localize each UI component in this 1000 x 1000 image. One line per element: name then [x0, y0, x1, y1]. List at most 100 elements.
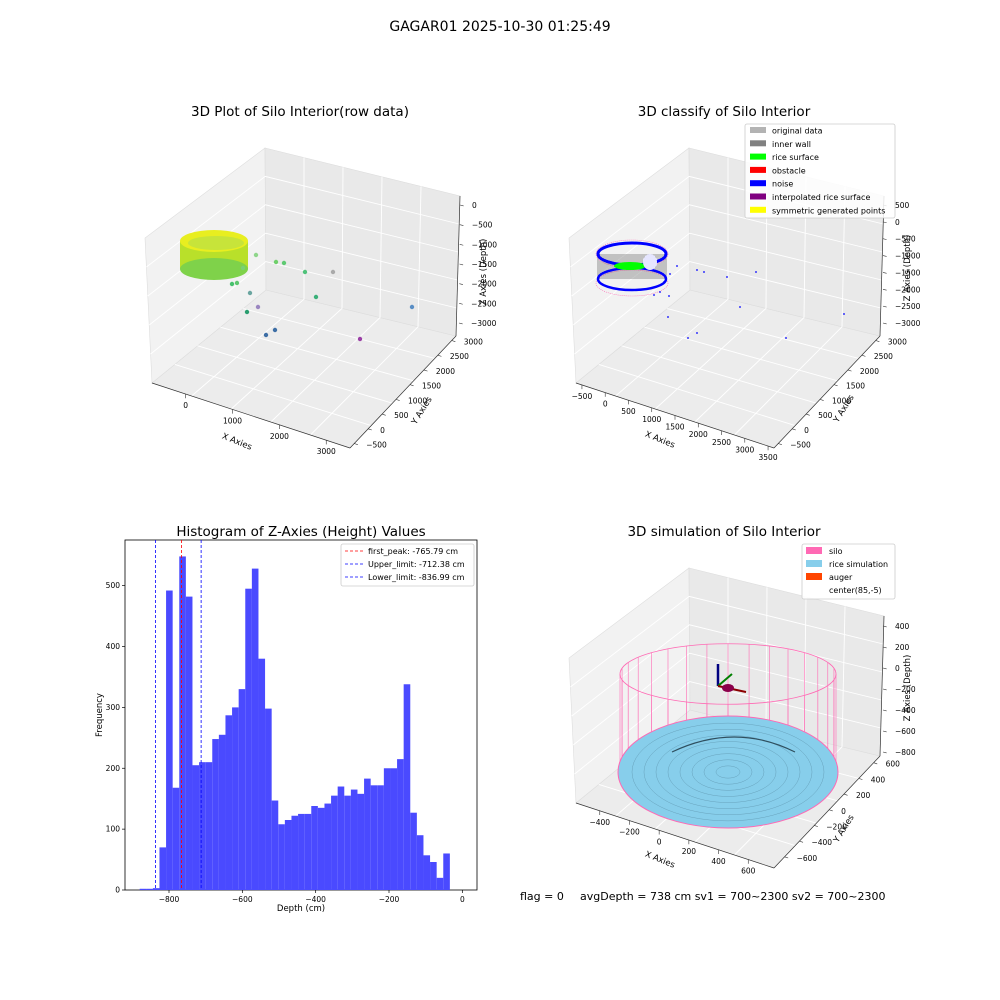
z-tick-label: 500 [895, 201, 910, 210]
histogram-bar [185, 596, 193, 890]
noise-point [739, 306, 741, 308]
rice-mesh-ring [643, 729, 813, 815]
noise-point [669, 273, 671, 275]
raw-point-cloud [180, 230, 415, 342]
raw-point [255, 304, 261, 310]
raw-point [313, 294, 319, 300]
rice-mesh-ring [691, 753, 765, 791]
x-tick-label: 1000 [223, 416, 242, 425]
legend-label: rice surface [772, 153, 819, 162]
legend-label: symmetric generated points [772, 206, 885, 215]
histogram-reference-lines [155, 540, 202, 890]
histogram-bar [403, 684, 411, 890]
classify-z-ticks: 500 0 −500 −1000 −1500 −2000 −2500 −3000 [882, 201, 921, 328]
z-tick-label: −200 [895, 685, 916, 694]
histogram-bar [337, 786, 345, 890]
raw-point [253, 252, 259, 258]
rice-mesh-ring [667, 741, 789, 803]
y-tick-label: 200 [106, 764, 121, 773]
histogram-bar [284, 820, 292, 890]
y-tick-label: 100 [106, 825, 121, 834]
histogram-bars [139, 556, 450, 890]
z-tick-label: −3000 [471, 319, 497, 328]
histogram-x-ticks: −800 −600 −400 −200 0 [159, 890, 465, 904]
histogram-bar [192, 765, 200, 890]
histogram-y-axis-label: Frequency [95, 693, 105, 737]
y-tick-label: 1500 [846, 382, 865, 391]
x-tick-label: −200 [619, 828, 640, 837]
classify-legend: original data inner wall rice surface obsta… [744, 123, 896, 219]
noise-point [726, 276, 728, 278]
legend-label: Lower_limit: -836.99 cm [368, 573, 465, 582]
legend-label: obstacle [772, 166, 806, 175]
legend-swatch [750, 180, 766, 187]
raw-x-ticks: 0 1000 2000 3000 [183, 394, 336, 456]
classify-panel: 3D classify of Silo Interior −500 0 500 100… [568, 104, 921, 462]
histogram-bar [357, 793, 365, 890]
z-tick-label: −400 [895, 706, 916, 715]
footer-metrics: avgDepth = 738 cm sv1 = 700~2300 sv2 = 7… [580, 890, 886, 903]
x-tick-label: 1000 [642, 415, 661, 424]
y-tick-label: 3000 [464, 337, 483, 346]
y-tick-label: 200 [856, 791, 871, 800]
histogram-x-axis-label: Depth (cm) [277, 904, 325, 914]
rice-mesh-ring [715, 765, 741, 779]
histogram-legend: first_peak: -765.79 cm Upper_limit: -712.… [340, 543, 475, 587]
legend-label: original data [772, 127, 823, 136]
y-tick-label: −200 [826, 822, 847, 831]
y-tick-label: 0 [115, 886, 120, 895]
noise-point [755, 271, 757, 273]
z-tick-label: −600 [895, 727, 916, 736]
noise-point [785, 337, 787, 339]
y-tick-label: 0 [380, 426, 385, 435]
simulation-z-ticks: 400 200 0 −200 −400 −600 −800 [882, 622, 916, 757]
histogram-bar [225, 715, 233, 890]
histogram-bar [159, 847, 167, 890]
legend-label: silo [829, 547, 843, 556]
raw-y-ticks: −500 0 500 1000 1500 2000 2500 3000 [354, 337, 483, 450]
silo-bottom-points [180, 258, 248, 280]
raw-panel-title: 3D Plot of Silo Interior(row data) [191, 104, 409, 120]
histogram-bar [390, 768, 398, 890]
simulation-z-axis-label: Z Axies (Depth) [903, 655, 913, 722]
raw-point [229, 281, 235, 287]
histogram-title: Histogram of Z-Axies (Height) Values [176, 524, 425, 540]
histogram-bar [304, 813, 312, 890]
y-tick-label: 1500 [422, 382, 441, 391]
auger [722, 684, 734, 692]
legend-label: first_peak: -765.79 cm [368, 547, 458, 556]
z-tick-label: −2000 [895, 285, 921, 294]
legend-swatch [750, 193, 766, 200]
histogram-bar [232, 707, 239, 890]
z-tick-label: 0 [895, 218, 900, 227]
obstacle-region [643, 254, 657, 270]
y-tick-label: 2500 [450, 352, 469, 361]
y-tick-label: 0 [804, 426, 809, 435]
y-tick-label: 500 [818, 411, 833, 420]
x-tick-label: 3000 [317, 447, 336, 456]
legend-label: Upper_limit: -712.38 cm [368, 560, 465, 569]
rice-ridge [671, 736, 796, 753]
legend-label: inner wall [772, 140, 811, 149]
legend-swatch [806, 573, 822, 580]
histogram-bar [436, 877, 444, 890]
raw-data-panel: 3D Plot of Silo Interior(row data) 0 1000… [144, 104, 497, 456]
legend-swatch [750, 140, 766, 147]
figure-suptitle: GAGAR01 2025-10-30 01:25:49 [389, 19, 610, 35]
histogram-bar [416, 835, 424, 890]
raw-point [302, 269, 308, 275]
x-tick-label: 0 [603, 400, 608, 409]
histogram-bar [179, 556, 186, 890]
y-tick-label: 500 [106, 581, 121, 590]
histogram-bar [172, 787, 180, 890]
z-tick-label: 400 [895, 622, 910, 631]
legend-swatch [806, 560, 822, 567]
noise-point [843, 313, 845, 315]
x-tick-label: 2000 [270, 432, 289, 441]
raw-point [273, 259, 279, 265]
simulation-legend: silo rice simulation auger center(85,-5) [801, 543, 896, 600]
y-tick-label: 0 [841, 807, 846, 816]
raw-z-axis-label: Z Axies (Depth) [479, 239, 489, 306]
